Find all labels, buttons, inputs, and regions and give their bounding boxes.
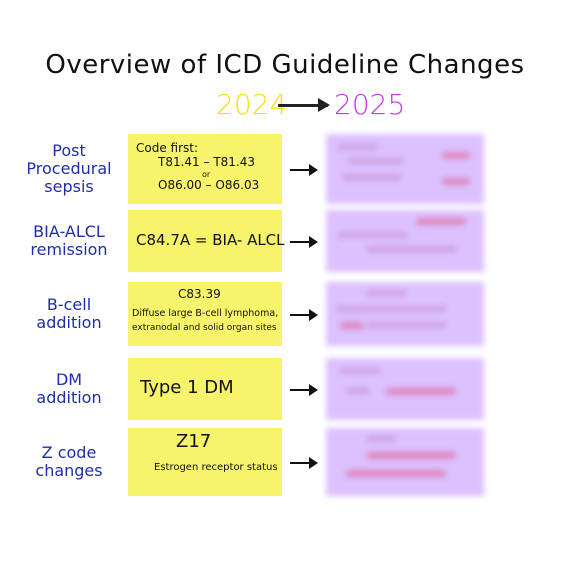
code-box-2024: C83.39 Diffuse large B-cell lymphoma, ex… — [128, 282, 282, 346]
code-line: or — [202, 170, 211, 179]
code-line: C84.7A = BIA- ALCL — [136, 231, 285, 249]
year-to: 2025 — [334, 88, 406, 121]
year-from: 2024 — [216, 88, 288, 121]
row-bia-alcl-remission: BIA-ALCL remission C84.7A = BIA- ALCL — [0, 210, 570, 272]
page-title: Overview of ICD Guideline Changes — [45, 50, 525, 80]
code-line: extranodal and solid organ sites — [132, 323, 277, 333]
code-line: O86.00 – O86.03 — [158, 178, 260, 192]
code-box-2025-blurred — [326, 134, 484, 204]
row-label: BIA-ALCL remission — [30, 222, 108, 259]
row-z-code-changes: Z code changes Z17 Estrogen receptor sta… — [0, 428, 570, 496]
code-line: Estrogen receptor status — [154, 462, 278, 473]
arrow-right-icon — [290, 164, 318, 176]
row-dm-addition: DM addition Type 1 DM — [0, 358, 570, 420]
row-label: DM addition — [36, 370, 102, 407]
code-box-2024: Z17 Estrogen receptor status — [128, 428, 282, 496]
code-box-2024: Type 1 DM — [128, 358, 282, 420]
code-line: Code first: — [136, 141, 199, 155]
row-label: B-cell addition — [36, 295, 102, 332]
code-box-2025-blurred — [326, 428, 484, 496]
code-line: T81.41 – T81.43 — [158, 155, 255, 169]
row-b-cell-addition: B-cell addition C83.39 Diffuse large B-c… — [0, 282, 570, 346]
year-transition: 2024 2025 — [0, 88, 570, 124]
code-box-2024: Code first: T81.41 – T81.43 or O86.00 – … — [128, 134, 282, 204]
code-line: Z17 — [176, 431, 212, 452]
code-box-2025-blurred — [326, 210, 484, 272]
code-line: Diffuse large B-cell lymphoma, — [132, 308, 279, 319]
code-line: Type 1 DM — [140, 377, 234, 398]
arrow-right-icon — [278, 98, 330, 112]
arrow-right-icon — [290, 309, 318, 321]
arrow-right-icon — [290, 384, 318, 396]
code-box-2025-blurred — [326, 358, 484, 420]
code-line: C83.39 — [178, 287, 221, 301]
code-box-2024: C84.7A = BIA- ALCL — [128, 210, 285, 272]
row-label: Z code changes — [35, 443, 103, 480]
row-label: Post Procedural sepsis — [26, 141, 112, 196]
code-box-2025-blurred — [326, 282, 484, 346]
row-post-procedural-sepsis: Post Procedural sepsis Code first: T81.4… — [0, 134, 570, 204]
arrow-right-icon — [290, 457, 318, 469]
arrow-right-icon — [290, 236, 318, 248]
